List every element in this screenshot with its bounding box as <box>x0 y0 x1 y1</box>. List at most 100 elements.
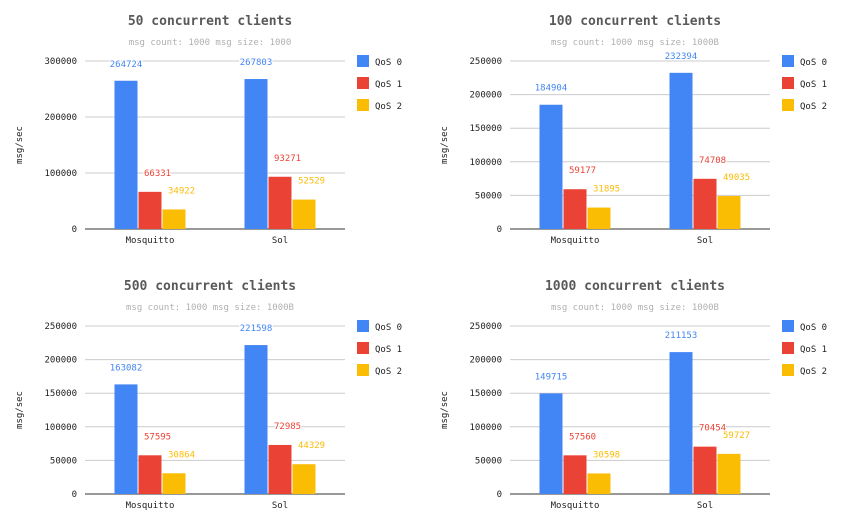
legend-label: QoS 0 <box>375 58 402 68</box>
data-label: 221598 <box>240 324 273 334</box>
x-tick-label: Mosquitto <box>551 501 600 511</box>
legend-label: QoS 2 <box>375 102 402 112</box>
bar-mosquitto-qos0 <box>539 393 563 494</box>
legend-swatch <box>782 99 794 111</box>
legend-label: QoS 0 <box>800 323 827 333</box>
chart-title: 1000 concurrent clients <box>545 279 725 294</box>
x-tick-label: Sol <box>697 501 713 511</box>
data-label: 52529 <box>298 177 325 187</box>
chart-svg-2: 100 concurrent clients msg count: 1000 ms… <box>440 14 827 246</box>
data-label: 34922 <box>168 186 195 196</box>
chart-panel-2: 100 concurrent clients msg count: 1000 ms… <box>425 0 850 265</box>
y-tick-label: 200000 <box>44 113 77 123</box>
bar-mosquitto-qos2 <box>587 207 611 229</box>
data-label: 66331 <box>144 169 171 179</box>
bar-sol-qos2 <box>292 464 316 494</box>
chart-title: 500 concurrent clients <box>124 279 296 294</box>
y-tick-label: 150000 <box>469 389 502 399</box>
chart-subtitle: msg count: 1000 msg size: 1000B <box>126 303 294 313</box>
legend-swatch <box>357 342 369 354</box>
bar-sol-qos2 <box>292 199 316 229</box>
x-tick-label: Sol <box>697 236 713 246</box>
x-tick-label: Mosquitto <box>551 236 600 246</box>
data-label: 30864 <box>168 450 195 460</box>
legend-swatch <box>357 364 369 376</box>
bar-sol-qos0 <box>669 352 693 494</box>
y-tick-label: 50000 <box>475 191 502 201</box>
y-axis-label: msg/sec <box>15 391 25 429</box>
x-tick-label: Mosquitto <box>126 236 175 246</box>
chart-svg-4: 1000 concurrent clients msg count: 1000 m… <box>440 279 827 511</box>
y-tick-label: 100000 <box>44 169 77 179</box>
y-tick-label: 150000 <box>469 124 502 134</box>
chart-subtitle: msg count: 1000 msg size: 1000B <box>551 38 719 48</box>
bar-mosquitto-qos0 <box>114 384 138 494</box>
legend-label: QoS 1 <box>375 345 402 355</box>
data-label: 184904 <box>535 84 568 94</box>
data-label: 49035 <box>723 173 750 183</box>
y-tick-label: 50000 <box>475 456 502 466</box>
y-tick-label: 100000 <box>44 423 77 433</box>
bar-sol-qos0 <box>244 79 268 229</box>
chart-subtitle: msg count: 1000 msg size: 1000B <box>551 303 719 313</box>
bar-sol-qos1 <box>693 178 717 229</box>
bar-mosquitto-qos2 <box>162 473 186 494</box>
bar-sol-qos2 <box>717 196 741 229</box>
bar-mosquitto-qos1 <box>563 455 587 494</box>
bar-sol-qos1 <box>693 446 717 494</box>
bar-mosquitto-qos1 <box>138 191 162 229</box>
chart-panel-4: 1000 concurrent clients msg count: 1000 m… <box>425 265 850 530</box>
data-label: 57595 <box>144 432 171 442</box>
chart-title: 50 concurrent clients <box>128 14 292 29</box>
y-tick-label: 50000 <box>50 456 77 466</box>
y-tick-label: 100000 <box>469 158 502 168</box>
chart-panel-3: 500 concurrent clients msg count: 1000 ms… <box>0 265 425 530</box>
legend-swatch <box>357 55 369 67</box>
bar-mosquitto-qos2 <box>587 473 611 494</box>
data-label: 211153 <box>665 331 698 341</box>
legend-label: QoS 0 <box>800 58 827 68</box>
data-label: 163082 <box>110 363 143 373</box>
bar-mosquitto-qos0 <box>539 104 563 229</box>
y-tick-label: 100000 <box>469 423 502 433</box>
bar-mosquitto-qos1 <box>138 455 162 494</box>
y-tick-label: 200000 <box>469 356 502 366</box>
y-tick-label: 300000 <box>44 57 77 67</box>
chart-svg-1: 50 concurrent clients msg count: 1000 msg… <box>15 14 402 246</box>
legend-label: QoS 1 <box>800 80 827 90</box>
data-label: 74708 <box>699 156 726 166</box>
legend-swatch <box>782 77 794 89</box>
data-label: 59727 <box>723 431 750 441</box>
legend-label: QoS 1 <box>375 80 402 90</box>
legend-swatch <box>782 364 794 376</box>
legend-swatch <box>357 77 369 89</box>
y-axis-label: msg/sec <box>440 391 450 429</box>
y-tick-label: 0 <box>72 490 77 500</box>
bar-mosquitto-qos1 <box>563 189 587 229</box>
legend-swatch <box>782 320 794 332</box>
data-label: 149715 <box>535 372 568 382</box>
bar-sol-qos1 <box>268 444 292 494</box>
legend-label: QoS 0 <box>375 323 402 333</box>
y-tick-label: 0 <box>497 225 502 235</box>
chart-panel-1: 50 concurrent clients msg count: 1000 msg… <box>0 0 425 265</box>
legend-swatch <box>782 55 794 67</box>
legend-swatch <box>782 342 794 354</box>
data-label: 30598 <box>593 450 620 460</box>
y-tick-label: 250000 <box>469 57 502 67</box>
bar-sol-qos2 <box>717 453 741 494</box>
x-tick-label: Sol <box>272 501 288 511</box>
data-label: 57560 <box>569 432 596 442</box>
legend-label: QoS 2 <box>375 367 402 377</box>
y-tick-label: 200000 <box>44 356 77 366</box>
data-label: 267803 <box>240 58 273 68</box>
legend-label: QoS 2 <box>800 102 827 112</box>
y-axis-label: msg/sec <box>440 126 450 164</box>
y-tick-label: 250000 <box>469 322 502 332</box>
data-label: 59177 <box>569 166 596 176</box>
legend-label: QoS 2 <box>800 367 827 377</box>
data-label: 31895 <box>593 185 620 195</box>
data-label: 232394 <box>665 52 698 62</box>
bar-mosquitto-qos2 <box>162 209 186 229</box>
chart-title: 100 concurrent clients <box>549 14 721 29</box>
